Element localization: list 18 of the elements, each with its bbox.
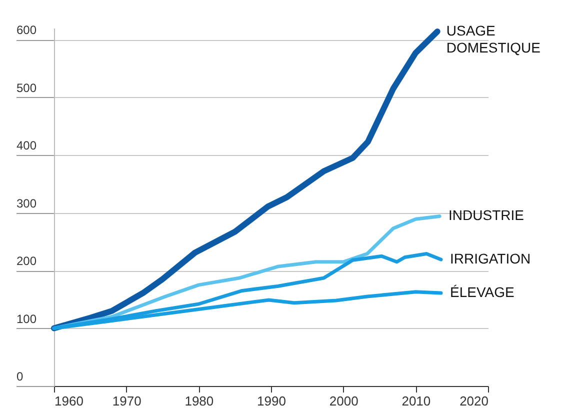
y-tick-label: 0 xyxy=(16,370,24,384)
x-tick-label: 2020 xyxy=(460,394,488,408)
x-tick-label: 2010 xyxy=(402,394,431,408)
y-tick-label: 100 xyxy=(16,312,37,326)
x-tick-label: 1960 xyxy=(54,394,84,408)
series-label: USAGE DOMESTIQUE xyxy=(446,22,540,56)
y-tick-label: 200 xyxy=(16,254,37,268)
series-label: IRRIGATION xyxy=(450,250,531,267)
x-tick-label: 1990 xyxy=(257,394,286,408)
x-tick-label: 1970 xyxy=(112,394,142,408)
y-tick-label: 500 xyxy=(16,80,37,95)
y-tick-label: 300 xyxy=(16,196,37,210)
x-tick-label: 1980 xyxy=(184,394,214,408)
series-label: INDUSTRIE xyxy=(448,207,524,224)
y-tick-label: 600 xyxy=(16,23,37,38)
y-tick-label: 400 xyxy=(16,138,37,153)
series-label: ÉLEVAGE xyxy=(450,284,514,300)
x-tick-label: 2000 xyxy=(329,394,358,408)
